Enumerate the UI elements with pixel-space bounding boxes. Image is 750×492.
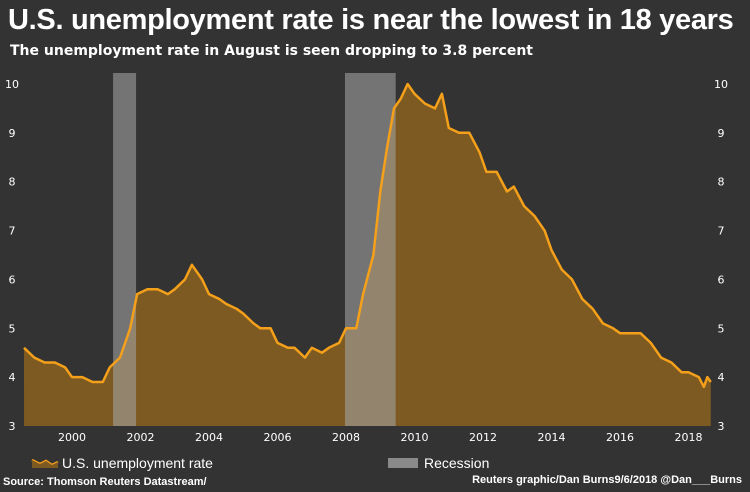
y-tick-left: 3 (9, 420, 16, 433)
x-tick: 2006 (264, 431, 292, 444)
y-tick-right: 6 (718, 273, 725, 286)
chart-title: U.S. unemployment rate is near the lowes… (8, 4, 734, 36)
legend-recession-swatch (388, 458, 418, 468)
y-tick-left: 4 (9, 371, 16, 384)
y-tick-right: 5 (718, 322, 725, 335)
y-tick-right: 8 (718, 176, 725, 189)
y-tick-left: 7 (9, 225, 16, 238)
y-tick-left: 9 (9, 127, 16, 140)
y-tick-right: 9 (718, 127, 725, 140)
legend-unemployment-label: U.S. unemployment rate (62, 455, 213, 471)
source-note: Source: Thomson Reuters Datastream/ (3, 476, 207, 488)
y-tick-right: 10 (714, 78, 728, 91)
y-tick-left: 8 (9, 176, 16, 189)
x-tick: 2012 (469, 431, 497, 444)
legend-line-swatch (31, 458, 59, 468)
y-tick-left: 5 (9, 322, 16, 335)
y-tick-left: 10 (5, 78, 19, 91)
x-tick: 2018 (675, 431, 703, 444)
y-tick-right: 4 (718, 371, 725, 384)
x-tick: 2002 (127, 431, 155, 444)
x-tick: 2008 (332, 431, 360, 444)
recession-band-2 (344, 73, 396, 426)
unemployment-area (24, 84, 711, 426)
credit-note: Reuters graphic/Dan Burns9/6/2018 @Dan__… (472, 474, 742, 486)
y-tick-left: 6 (9, 273, 16, 286)
x-tick: 2014 (538, 431, 566, 444)
x-tick: 2010 (401, 431, 429, 444)
chart-subtitle: The unemployment rate in August is seen … (10, 43, 533, 59)
recession-band-1 (113, 73, 137, 426)
y-tick-right: 3 (718, 420, 725, 433)
x-tick: 2000 (58, 431, 86, 444)
y-tick-right: 7 (718, 225, 725, 238)
legend-recession-label: Recession (424, 455, 490, 471)
x-tick: 2016 (606, 431, 634, 444)
x-tick: 2004 (195, 431, 223, 444)
